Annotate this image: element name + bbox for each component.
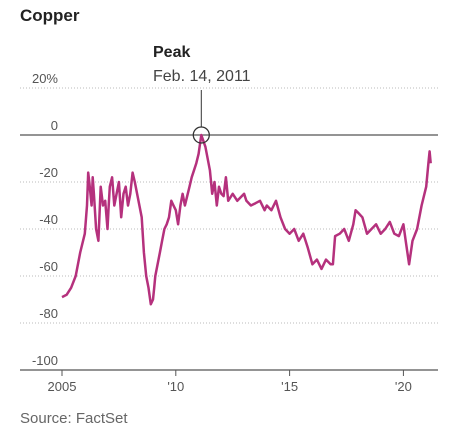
peak-marker [192,126,210,144]
gridlines [20,87,438,371]
peak-annotation-title: Peak [153,44,190,61]
source-note: Source: FactSet [20,410,128,427]
x-axis-ticks: 2005 '10 '15 '20 [48,370,412,394]
copper-series-line [61,133,432,306]
peak-annotation-date: Feb. 14, 2011 [153,68,251,85]
y-axis-ticks: 20% 0 -20 -40 -60 -80 -100 [32,71,58,368]
y-tick-label: 0 [51,118,58,133]
x-tick-label: '20 [395,379,412,394]
y-tick-label: -60 [39,259,58,274]
x-tick-label: '15 [281,379,298,394]
x-tick-label: '10 [167,379,184,394]
y-tick-label: -100 [32,353,58,368]
chart-title: Copper [20,6,80,25]
peak-annotation: Peak Feb. 14, 2011 [153,44,251,144]
y-tick-label: -40 [39,212,58,227]
x-tick-label: 2005 [48,379,77,394]
y-tick-label: 20% [32,71,58,86]
y-tick-label: -20 [39,165,58,180]
y-tick-label: -80 [39,306,58,321]
